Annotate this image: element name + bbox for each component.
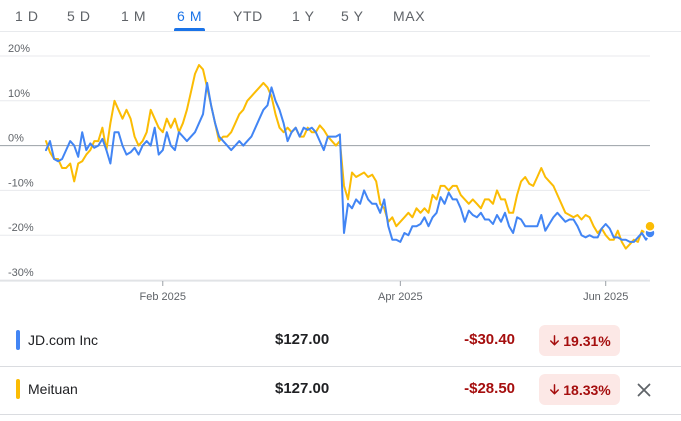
tab-label: MAX: [393, 8, 426, 24]
tab-1y[interactable]: 1 Y: [292, 8, 315, 24]
y-tick-label: 20%: [8, 43, 30, 55]
x-tick-label: Apr 2025: [378, 291, 423, 303]
chart-end-markers: [644, 220, 656, 239]
holding-name[interactable]: JD.com Inc: [28, 332, 99, 348]
comparison-chart[interactable]: 20% 10% 0% -10% -20% -30% Feb 2025 Apr 2025 Jun…: [0, 40, 681, 312]
tab-label: 1 Y: [292, 8, 315, 24]
holding-name[interactable]: Meituan: [28, 381, 78, 397]
row-divider: [0, 414, 681, 415]
x-axis: Feb 2025 Apr 2025 Jun 2025: [0, 280, 650, 303]
tab-1d[interactable]: 1 D: [15, 8, 39, 24]
active-tab-indicator: [174, 28, 206, 31]
holding-percent-badge: 19.31%: [539, 325, 620, 356]
y-tick-label: -10%: [8, 177, 34, 189]
tabs-divider: [0, 31, 681, 32]
remove-comparison-button[interactable]: [633, 379, 655, 401]
tab-max[interactable]: MAX: [393, 8, 425, 24]
chart-series: [45, 64, 651, 250]
y-axis: 20% 10% 0% -10% -20% -30%: [8, 43, 34, 279]
holding-percent: 18.33%: [563, 381, 611, 398]
tab-label: 5 D: [67, 8, 91, 24]
y-tick-label: -20%: [8, 222, 34, 234]
tab-1m[interactable]: 1 M: [121, 8, 146, 24]
tab-label: 5 Y: [341, 8, 364, 24]
tab-label: 1 M: [121, 8, 147, 24]
series-end-dot: [644, 220, 656, 232]
y-tick-label: -30%: [8, 267, 34, 279]
tab-ytd[interactable]: YTD: [233, 8, 263, 24]
row-divider: [0, 366, 681, 367]
chart-gridlines: [0, 55, 650, 281]
tab-label: 1 D: [15, 8, 39, 24]
holding-percent-badge: 18.33%: [539, 374, 620, 405]
holding-percent: 19.31%: [563, 332, 611, 349]
tab-5y[interactable]: 5 Y: [341, 8, 364, 24]
series-line: [45, 81, 651, 243]
close-icon: [637, 383, 651, 397]
x-tick-label: Jun 2025: [583, 291, 628, 303]
series-line: [45, 64, 651, 250]
x-tick-label: Feb 2025: [140, 291, 186, 303]
y-tick-label: 0%: [8, 133, 24, 145]
range-tabs: 1 D 5 D 1 M 6 M YTD 1 Y 5 Y MAX: [0, 0, 681, 32]
holding-row-jd[interactable]: JD.com Inc $127.00 -$30.40 19.31%: [0, 318, 681, 364]
tab-label: 6 M: [177, 8, 203, 24]
holding-price: $127.00: [275, 331, 330, 348]
tab-label: YTD: [233, 8, 263, 24]
tab-5d[interactable]: 5 D: [67, 8, 91, 24]
holding-price: $127.00: [275, 380, 330, 397]
tab-6m[interactable]: 6 M: [174, 8, 206, 31]
series-color-bar: [16, 330, 20, 350]
arrow-down-icon: [550, 384, 560, 395]
arrow-down-icon: [550, 335, 560, 346]
holding-change: -$30.40: [464, 331, 515, 348]
holding-row-meituan[interactable]: Meituan $127.00 -$28.50 18.33%: [0, 367, 681, 413]
series-color-bar: [16, 379, 20, 399]
holding-change: -$28.50: [464, 380, 515, 397]
y-tick-label: 10%: [8, 88, 30, 100]
